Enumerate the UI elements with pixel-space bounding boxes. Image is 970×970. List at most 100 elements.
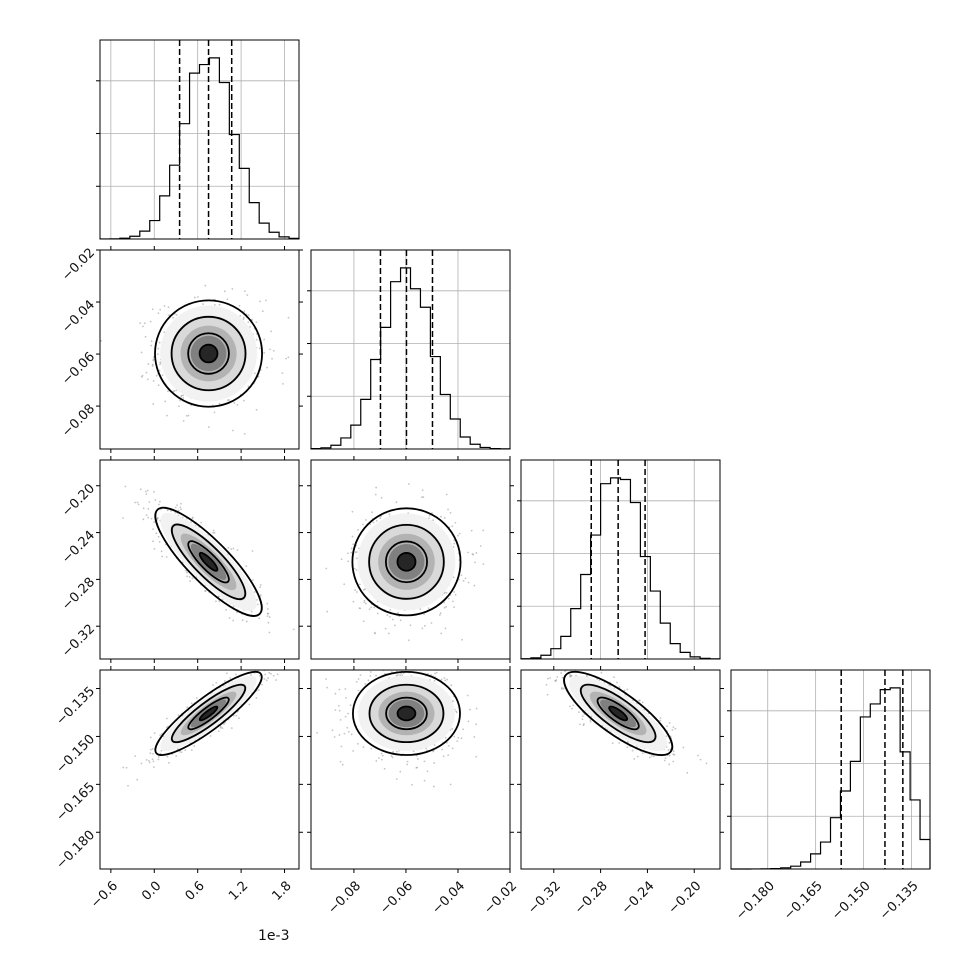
scatter-point xyxy=(369,675,372,677)
scatter-point xyxy=(194,456,196,458)
scatter-point xyxy=(432,519,435,521)
scatter-point xyxy=(150,517,153,520)
scatter-point xyxy=(697,754,699,757)
x-tick-label: −0.135 xyxy=(877,879,922,924)
scatter-point xyxy=(147,508,150,510)
scatter-point xyxy=(167,390,169,393)
scatter-point xyxy=(227,546,230,549)
scatter-point xyxy=(155,532,158,535)
histogram-steps xyxy=(99,57,300,240)
scatter-point xyxy=(326,610,329,613)
scatter-point xyxy=(397,674,399,676)
scatter-point xyxy=(381,754,384,757)
scatter-point xyxy=(376,612,379,615)
scatter-point xyxy=(242,316,245,319)
scatter-point xyxy=(149,320,152,323)
scatter-point xyxy=(350,733,353,736)
scatter-point xyxy=(673,753,676,756)
scatter-point xyxy=(127,784,129,787)
scatter-point xyxy=(427,607,430,610)
contour-line-3 xyxy=(396,705,417,722)
scatter-point xyxy=(384,627,387,630)
scatter-point xyxy=(399,674,402,677)
scatter-point xyxy=(247,385,250,388)
scatter-point xyxy=(445,605,448,608)
scatter-point xyxy=(153,548,156,550)
scatter-point xyxy=(266,662,268,664)
scatter-point xyxy=(451,727,454,730)
scatter-point xyxy=(154,499,157,501)
scatter-point xyxy=(475,723,478,726)
scatter-point xyxy=(281,372,284,375)
scatter-point xyxy=(462,579,465,582)
scatter-point xyxy=(351,535,354,538)
scatter-point xyxy=(281,382,284,385)
scatter-point xyxy=(172,316,174,319)
scatter-point xyxy=(583,723,585,725)
x-tick-label: −0.180 xyxy=(733,879,778,924)
scatter-point xyxy=(672,726,675,729)
scatter-point xyxy=(232,714,235,717)
scatter-point xyxy=(157,758,160,761)
x-tick-label: −0.04 xyxy=(429,879,468,918)
scatter-point xyxy=(362,620,365,623)
scatter-point xyxy=(672,760,675,763)
scatter-point xyxy=(259,584,262,586)
panel-frame xyxy=(99,669,300,870)
scatter-point xyxy=(188,576,191,578)
scatter-point xyxy=(443,606,446,609)
scatter-point xyxy=(440,515,442,518)
scatter-point xyxy=(236,549,239,551)
scatter-point xyxy=(479,545,482,547)
scatter-point xyxy=(399,770,402,773)
scatter-point xyxy=(568,673,571,676)
scatter-point xyxy=(218,303,221,306)
scatter-point xyxy=(623,689,626,692)
scatter-point xyxy=(304,625,306,627)
panel-frame xyxy=(310,459,511,660)
scatter-point xyxy=(357,528,359,531)
scatter-point xyxy=(255,321,258,324)
y-tick-label: −0.06 xyxy=(59,349,98,388)
scatter-point xyxy=(259,594,262,596)
scatter-point xyxy=(371,511,373,514)
scatter-point xyxy=(326,686,329,689)
contour-line-0 xyxy=(352,670,461,756)
scatter-point xyxy=(367,679,370,682)
scatter-point xyxy=(357,678,360,680)
scatter-point xyxy=(451,747,454,750)
scatter-point xyxy=(447,508,449,511)
scatter-point xyxy=(285,357,287,360)
scatter-point xyxy=(666,725,668,727)
density-level-5 xyxy=(199,344,218,363)
scatter-point xyxy=(452,600,454,603)
scatter-point xyxy=(363,599,366,602)
scatter-point xyxy=(153,490,155,493)
scatter-point xyxy=(423,779,426,782)
scatter-point xyxy=(155,374,158,377)
scatter-point xyxy=(442,755,445,758)
scatter-point xyxy=(159,308,162,311)
scatter-point xyxy=(148,761,151,764)
scatter-point xyxy=(204,284,207,287)
scatter-point xyxy=(340,745,343,748)
scatter-point xyxy=(125,766,128,769)
scatter-point xyxy=(235,611,238,614)
scatter-point xyxy=(341,763,344,766)
scatter-point xyxy=(388,615,391,618)
x-tick-label: 1.2 xyxy=(226,879,251,904)
scatter-point xyxy=(545,683,548,686)
scatter-point xyxy=(611,742,614,745)
scatter-point xyxy=(616,681,618,684)
scatter-point xyxy=(665,735,668,738)
density-level-5 xyxy=(199,706,218,721)
scatter-point xyxy=(567,664,569,666)
scatter-point xyxy=(182,397,185,399)
scatter-point xyxy=(626,688,629,691)
scatter-point xyxy=(375,520,378,522)
scatter-point xyxy=(235,714,238,717)
scatter-point xyxy=(265,679,268,682)
scatter-point xyxy=(267,677,270,679)
scatter-point xyxy=(151,758,154,761)
scatter-point xyxy=(145,759,148,761)
